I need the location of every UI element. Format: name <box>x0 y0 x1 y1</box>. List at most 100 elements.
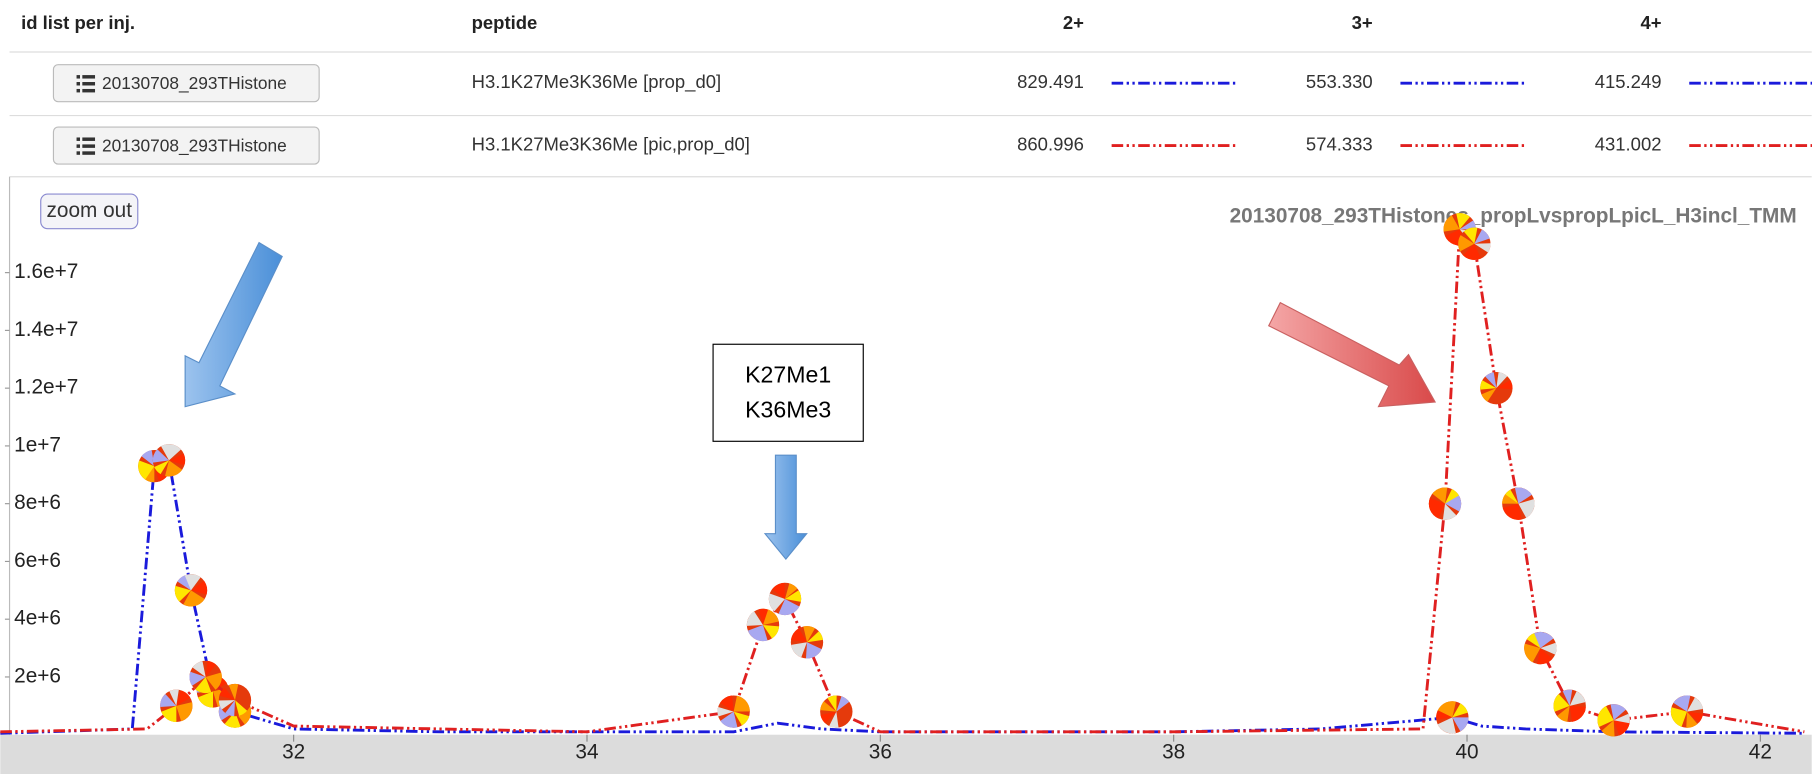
y-tick-label: 2e+6 <box>14 664 61 687</box>
pie-marker <box>1428 487 1462 520</box>
pie-marker <box>1597 704 1630 737</box>
overlay: K27Me1 K36Me3 <box>184 241 1437 561</box>
list-icon[interactable] <box>82 88 96 93</box>
zoom-button[interactable]: zoom out <box>40 193 139 230</box>
header-cell: 4+ <box>1640 12 1661 33</box>
pie-wedge <box>160 693 177 708</box>
pie-wedge <box>820 711 837 724</box>
list-icon[interactable] <box>82 144 96 148</box>
pie-wedge <box>168 453 186 466</box>
list-icon[interactable] <box>76 82 81 86</box>
pie-marker <box>1480 371 1513 405</box>
y-tick-label: 1.6e+7 <box>14 260 78 283</box>
pie-wedge <box>1557 705 1570 722</box>
pie-wedge <box>1562 689 1573 706</box>
x-tick-label: 38 <box>1162 741 1185 764</box>
list-icon[interactable] <box>76 144 81 148</box>
list-icon[interactable] <box>76 137 81 141</box>
button-bg[interactable] <box>52 64 320 103</box>
pie-wedge <box>1445 489 1459 504</box>
y-tick-label: 1.4e+7 <box>14 318 78 341</box>
pie-marker <box>790 626 824 659</box>
pie-wedge <box>1463 227 1478 244</box>
header-cell: peptide <box>472 12 538 33</box>
pie-wedge <box>791 642 807 658</box>
pie-wedge <box>1437 717 1456 734</box>
series-line <box>0 458 1805 735</box>
pie-wedge <box>141 450 155 467</box>
pie-wedge <box>1442 503 1457 520</box>
pie-wedge <box>1597 706 1614 727</box>
pie-wedge <box>1569 705 1586 722</box>
pie-wedge <box>1496 379 1513 390</box>
pie-wedge <box>1613 713 1630 724</box>
pie-marker <box>1436 701 1469 734</box>
pie-wedge <box>733 711 750 726</box>
button-label[interactable]: 20130708_293THistone <box>102 73 287 93</box>
chart: zoom out 20130708_293THistones_propLvspr… <box>0 176 1812 774</box>
pie-wedge <box>189 671 206 686</box>
pie-wedge <box>1540 642 1557 655</box>
peptide: H3.1K27Me3K36Me [pic,prop_d0] <box>472 133 750 155</box>
pie-wedge <box>169 689 179 706</box>
list-icon[interactable] <box>82 137 96 141</box>
pie-wedge <box>165 460 183 477</box>
pie-marker <box>160 689 193 723</box>
pie-wedge <box>1462 243 1481 260</box>
list-icon[interactable] <box>82 82 96 86</box>
pie-marker <box>1670 695 1704 728</box>
list-icon[interactable] <box>82 75 96 79</box>
list-icon[interactable] <box>76 75 81 79</box>
pie-wedge <box>758 608 769 625</box>
list-icon[interactable] <box>76 151 81 155</box>
list-icon[interactable] <box>82 151 96 155</box>
pie-wedge <box>784 590 802 602</box>
pie-wedge <box>195 676 212 694</box>
zoom-label[interactable]: zoom out <box>47 199 133 222</box>
button-label[interactable]: 20130708_293THistone <box>102 135 287 155</box>
pie-wedge <box>1569 691 1586 706</box>
mz-value: 553.330 <box>1306 71 1373 92</box>
id-button[interactable]: 20130708_293THistone <box>52 126 320 165</box>
peptide: H3.1K27Me3K36Me [prop_d0] <box>472 71 722 93</box>
x-tick-label: 40 <box>1455 741 1478 764</box>
pie-wedge <box>1537 648 1553 665</box>
pie-wedge <box>1474 229 1490 244</box>
pie-wedge <box>1456 213 1470 230</box>
pie-wedge <box>1502 494 1519 504</box>
pie-wedge <box>152 449 169 463</box>
pie-wedge <box>176 702 193 722</box>
pie-marker <box>1553 689 1586 723</box>
header-cell: 3+ <box>1352 12 1373 33</box>
id-button[interactable]: 20130708_293THistone <box>52 64 320 103</box>
pie-wedge <box>161 705 177 723</box>
pie-wedge <box>190 580 208 595</box>
pie-wedge <box>1458 235 1475 252</box>
pie-marker <box>218 683 252 717</box>
header-cell: 2+ <box>1063 12 1084 33</box>
y-tick-label: 6e+6 <box>14 549 61 572</box>
pie-wedge <box>1514 487 1532 504</box>
annotation-line: K27Me1 <box>745 362 831 388</box>
button-bg[interactable] <box>52 126 320 165</box>
pie-marker <box>1458 227 1491 260</box>
list-icon[interactable] <box>76 88 81 93</box>
pie-wedge <box>772 582 785 599</box>
pie-wedge <box>1687 711 1704 723</box>
pie-wedge <box>205 672 222 690</box>
mz-value: 860.996 <box>1017 133 1084 154</box>
pie-wedge <box>762 624 780 639</box>
x-tick-label: 34 <box>575 741 598 764</box>
pie-marker <box>1502 487 1535 520</box>
pie-wedge <box>1524 643 1541 663</box>
pie-wedge <box>790 628 807 643</box>
pie-wedge <box>1496 372 1508 389</box>
pie-marker <box>717 695 750 728</box>
pie-wedge <box>228 683 239 701</box>
annotation-box <box>712 343 864 442</box>
pie-wedge <box>829 711 839 728</box>
pie-wedge <box>1481 388 1497 402</box>
pie-wedge <box>717 706 734 717</box>
pie-marker <box>174 574 208 607</box>
